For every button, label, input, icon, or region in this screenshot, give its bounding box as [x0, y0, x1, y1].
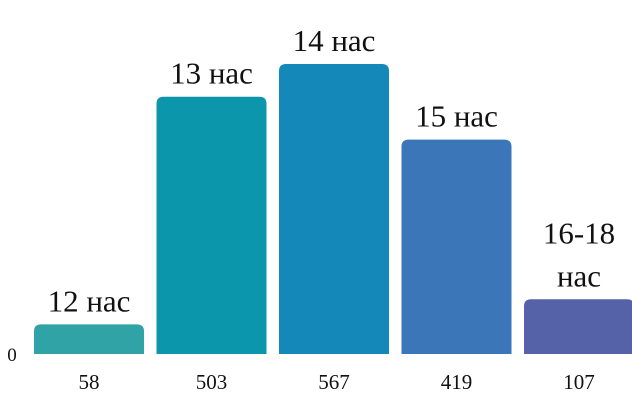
bar-3 [401, 139, 512, 354]
bar-label-2: 14 нас [293, 23, 376, 58]
bar-label-3: 15 нас [415, 99, 498, 134]
bar-0 [34, 324, 144, 354]
category-labels-layer: 58 503 567 419 107 [79, 370, 595, 394]
bar-4 [524, 299, 632, 354]
bar-label-1: 13 нас [170, 56, 253, 91]
bar-labels-layer: 12 нас 13 нас 14 нас 15 нас 16-18 нас [48, 23, 616, 318]
bars-layer [34, 63, 632, 355]
bar-label-4-line-1: нас [557, 258, 601, 293]
y-tick-label-0: 0 [7, 345, 17, 366]
category-label-4: 107 [563, 370, 595, 394]
bar-label-4-line-0: 16-18 [543, 215, 615, 250]
bar-label-0: 12 нас [48, 283, 131, 318]
bar-1 [156, 96, 267, 354]
category-label-0: 58 [79, 370, 100, 394]
category-label-1: 503 [196, 370, 228, 394]
category-label-2: 567 [318, 370, 350, 394]
category-label-3: 419 [441, 370, 473, 394]
bar-2 [279, 63, 389, 355]
